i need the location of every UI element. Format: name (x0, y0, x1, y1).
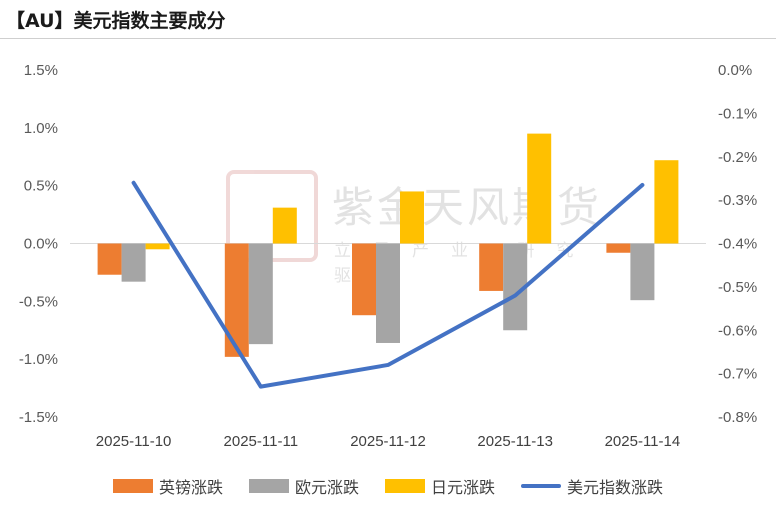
bar-2 (376, 243, 400, 343)
bar-1 (479, 243, 504, 291)
bar-3 (527, 133, 552, 244)
bar-3 (272, 207, 297, 244)
legend-swatch (112, 479, 153, 493)
y-right-tick-label: -0.2% (718, 149, 757, 166)
y-right-tick-label: 0.0% (718, 62, 752, 79)
legend-swatch (385, 479, 425, 493)
legend-label: 日元涨跌 (431, 478, 496, 497)
y-left-tick-label: 1.5% (24, 62, 58, 79)
chart-plot-area: 1.5% 1.0% 0.5% 0.0% -0.5% -1.0% -1.5% 0.0% -0.1%… (19, 62, 757, 450)
y-left-tick-label: -1.0% (19, 351, 58, 368)
legend-item: 英镑涨跌 (112, 474, 223, 498)
x-category-label: 2025-11-12 (350, 433, 426, 450)
y-right-tick-label: -0.5% (718, 279, 757, 296)
bar-2 (121, 243, 146, 282)
title-divider (0, 38, 776, 39)
y-right-tick-label: -0.6% (718, 322, 757, 339)
y-right-tick-label: -0.8% (718, 409, 757, 426)
bar-1 (97, 243, 122, 275)
x-category-label: 2025-11-14 (605, 433, 681, 450)
y-right-tick-label: -0.1% (718, 105, 757, 122)
chart-title: 【AU】美元指数主要成分 (6, 10, 226, 32)
legend-label: 英镑涨跌 (158, 478, 223, 497)
bar-1 (606, 243, 631, 253)
legend-item: 日元涨跌 (385, 474, 495, 498)
y-left-tick-label: -1.5% (19, 409, 58, 426)
y-right-tick-label: -0.3% (718, 192, 757, 209)
bar-3 (400, 191, 424, 244)
legend-item: 美元指数涨跌 (521, 474, 663, 498)
legend-item: 欧元涨跌 (248, 474, 359, 498)
legend-swatch (248, 479, 289, 493)
y-right-tick-label: -0.7% (718, 366, 757, 383)
bar-3 (145, 243, 170, 250)
y-left-tick-label: 0.5% (24, 178, 58, 195)
y-left-tick-label: 1.0% (24, 120, 58, 137)
x-category-label: 2025-11-10 (96, 433, 172, 450)
bar-1 (224, 243, 249, 357)
usd-index-line (131, 180, 645, 389)
bar-2 (630, 243, 655, 301)
bar-2 (248, 243, 273, 345)
y-left-tick-label: 0.0% (24, 236, 58, 253)
legend-label: 欧元涨跌 (294, 478, 359, 497)
legend-label: 美元指数涨跌 (567, 478, 664, 497)
chart-legend: 英镑涨跌 欧元涨跌 日元涨跌 美元指数涨跌 (0, 474, 776, 498)
x-category-label: 2025-11-13 (477, 433, 553, 450)
legend-swatch (521, 484, 562, 488)
y-right-tick-label: -0.4% (718, 236, 757, 253)
x-category-label: 2025-11-11 (224, 433, 299, 450)
bar-1 (352, 243, 376, 316)
bar-3 (654, 160, 679, 244)
y-left-tick-label: -0.5% (19, 293, 58, 310)
